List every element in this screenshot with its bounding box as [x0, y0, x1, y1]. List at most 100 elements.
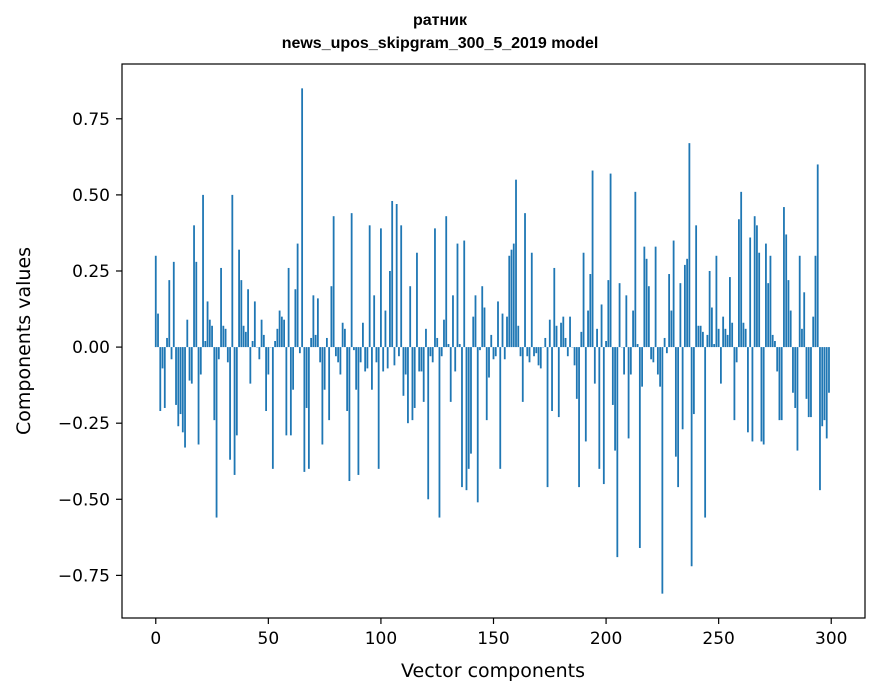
bar-71 — [314, 334, 317, 348]
bar-222 — [654, 246, 657, 348]
bar-166 — [528, 347, 531, 363]
bar-227 — [665, 347, 668, 354]
x-tick-label: 100 — [365, 629, 397, 649]
bar-119 — [422, 347, 425, 402]
bar-80 — [334, 347, 337, 357]
bar-156 — [506, 316, 508, 348]
bar-67 — [305, 347, 308, 408]
bar-20 — [199, 347, 202, 375]
bar-235 — [683, 264, 686, 348]
bar-223 — [656, 347, 659, 375]
bar-1 — [157, 313, 159, 348]
bar-237 — [688, 143, 691, 348]
bar-203 — [611, 347, 614, 405]
bar-134 — [456, 243, 459, 348]
bar-16 — [190, 347, 193, 384]
bar-124 — [434, 228, 436, 348]
bar-197 — [598, 347, 601, 469]
bar-252 — [722, 316, 725, 348]
bar-195 — [593, 347, 596, 384]
bar-62 — [294, 289, 297, 348]
bar-273 — [769, 255, 772, 348]
y-ticks-group: −0.75 −0.50 −0.25 0.00 0.25 0.50 0.75 — [58, 110, 122, 586]
bar-180 — [560, 322, 562, 348]
bar-118 — [420, 347, 423, 372]
bar-215 — [638, 347, 641, 548]
bar-261 — [742, 322, 745, 348]
bar-64 — [298, 347, 301, 354]
bar-136 — [461, 347, 463, 488]
bar-145 — [481, 286, 484, 348]
bar-198 — [600, 304, 603, 348]
bar-5 — [166, 337, 168, 348]
bar-69 — [310, 337, 313, 348]
bar-164 — [524, 213, 526, 348]
bar-181 — [562, 316, 565, 348]
bar-204 — [614, 347, 616, 451]
bar-42 — [249, 347, 252, 384]
bar-59 — [287, 267, 290, 348]
bar-46 — [258, 347, 261, 360]
bar-290 — [807, 347, 810, 418]
bar-58 — [285, 347, 288, 436]
bar-135 — [458, 344, 461, 348]
bar-212 — [632, 310, 634, 348]
bar-41 — [247, 289, 249, 348]
bar-190 — [582, 252, 585, 348]
bar-298 — [825, 347, 828, 439]
bar-160 — [515, 179, 517, 348]
bar-11 — [179, 347, 182, 415]
bar-78 — [330, 286, 333, 348]
bar-87 — [350, 213, 353, 348]
bar-8 — [172, 261, 175, 348]
bar-36 — [235, 347, 238, 436]
bar-283 — [792, 347, 794, 393]
bar-265 — [751, 347, 754, 442]
bar-37 — [238, 249, 240, 348]
bar-7 — [170, 347, 173, 360]
bar-61 — [292, 347, 295, 390]
bar-287 — [801, 328, 803, 348]
bar-191 — [584, 347, 587, 442]
bar-108 — [398, 347, 400, 357]
bar-240 — [695, 225, 698, 348]
bar-228 — [668, 274, 671, 348]
bar-26 — [213, 347, 216, 421]
bar-259 — [738, 219, 740, 348]
bar-202 — [609, 173, 612, 348]
bar-157 — [508, 255, 511, 348]
y-tick-label: −0.50 — [58, 490, 110, 510]
bar-99 — [377, 347, 380, 469]
bar-208 — [623, 347, 625, 375]
bar-38 — [240, 280, 243, 348]
bar-117 — [418, 347, 421, 372]
bar-277 — [778, 347, 781, 421]
bar-159 — [512, 243, 515, 348]
bar-93 — [364, 347, 367, 372]
bar-167 — [530, 252, 533, 348]
bar-196 — [596, 328, 598, 348]
bar-158 — [510, 249, 513, 348]
bar-232 — [677, 347, 680, 488]
bar-56 — [280, 316, 283, 348]
bar-88 — [353, 347, 355, 351]
bar-248 — [713, 344, 716, 348]
bar-22 — [204, 341, 207, 348]
bar-30 — [222, 325, 225, 348]
bar-140 — [470, 347, 472, 454]
bar-68 — [307, 347, 310, 469]
bar-241 — [697, 325, 700, 348]
x-tick-label: 300 — [815, 629, 847, 649]
bar-39 — [242, 325, 245, 348]
bar-95 — [368, 225, 371, 348]
bar-271 — [765, 243, 767, 348]
bar-17 — [193, 225, 195, 348]
bar-75 — [323, 347, 326, 390]
bar-40 — [244, 331, 247, 348]
bar-155 — [503, 347, 506, 360]
bar-149 — [490, 334, 493, 348]
bar-15 — [188, 347, 191, 381]
bar-168 — [533, 347, 535, 357]
